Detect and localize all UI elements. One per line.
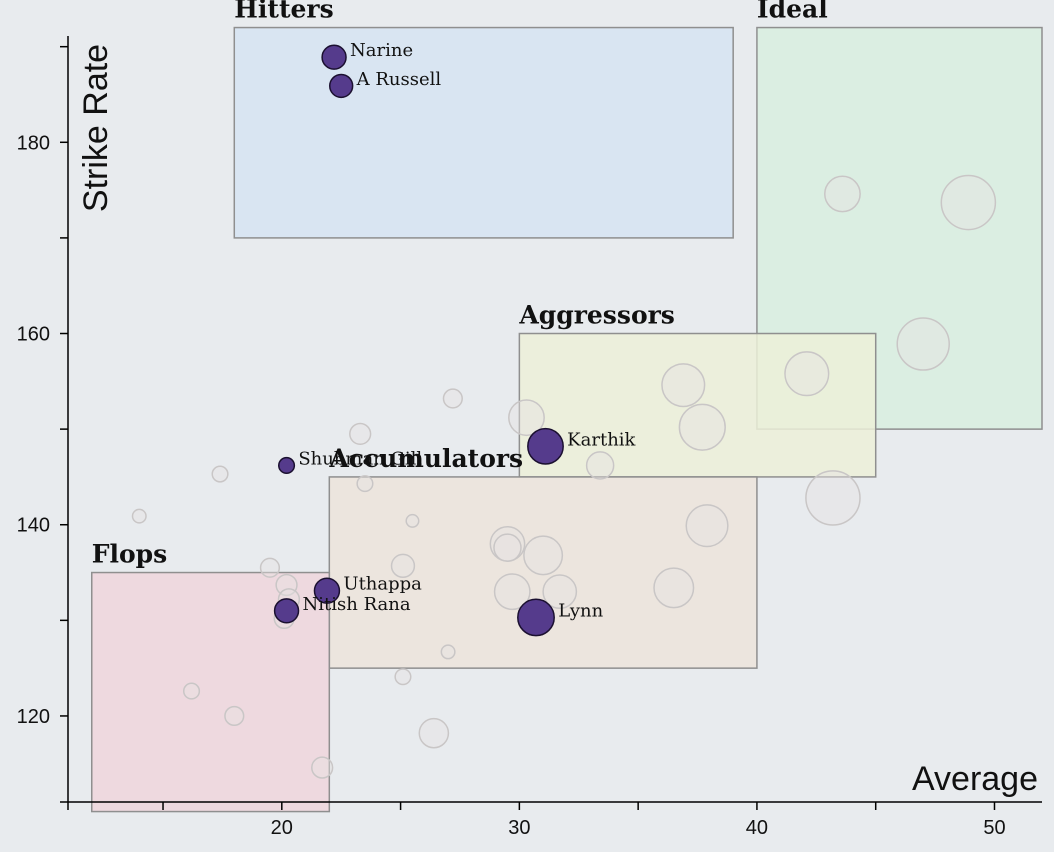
other-player-point — [349, 422, 372, 446]
other-player-point — [940, 174, 997, 231]
y-tick-label: 180 — [17, 132, 50, 154]
other-players-layer — [131, 174, 997, 779]
other-player-point — [440, 644, 456, 660]
other-player-point — [390, 553, 416, 579]
player-point-karthik — [527, 427, 564, 465]
axes-layer: 20 30 40 50 120 140 160 180 — [17, 36, 1042, 839]
other-player-point — [224, 705, 245, 727]
zone-label-flops: Flops — [92, 540, 167, 569]
player-label-narine: Narine — [350, 40, 413, 61]
highlighted-players-layer: Narine A Russell Karthik Shubman Gill Uthapp… — [273, 40, 637, 637]
other-player-point — [418, 717, 450, 749]
player-point-a-russell — [329, 73, 354, 99]
other-player-point — [356, 475, 374, 493]
other-player-point — [131, 508, 147, 524]
other-player-point — [685, 504, 729, 548]
other-player-point — [442, 388, 463, 409]
other-player-point — [523, 535, 564, 576]
player-label-shubman-gill: Shubman Gill — [298, 448, 422, 469]
other-player-point — [275, 573, 298, 597]
other-player-point — [805, 470, 861, 526]
other-player-point — [824, 175, 861, 213]
player-point-nitish-rana — [273, 598, 300, 624]
other-player-point — [784, 351, 830, 397]
x-axis-title: Average — [912, 760, 1038, 798]
player-label-a-russell: A Russell — [356, 69, 442, 90]
y-tick-label: 160 — [17, 324, 50, 346]
other-player-point — [259, 557, 281, 578]
x-tick-label: 20 — [271, 817, 293, 839]
x-tick-label: 30 — [508, 817, 530, 839]
player-point-shubman-gill — [278, 456, 296, 475]
player-label-uthappa: Uthappa — [343, 574, 422, 595]
other-player-point — [896, 317, 950, 371]
y-tick-label: 140 — [17, 515, 50, 537]
zone-labels-layer: Hitters Ideal Aggressors Accumulators Flops — [92, 0, 828, 569]
zone-hitters — [233, 26, 734, 239]
other-player-point — [311, 756, 334, 779]
zone-label-accumulators: Accumulators — [328, 444, 523, 473]
player-point-narine — [321, 44, 347, 70]
player-point-lynn — [517, 598, 555, 637]
zone-label-aggressors: Aggressors — [518, 301, 675, 330]
other-player-point — [678, 403, 726, 451]
other-player-point — [493, 533, 522, 562]
player-label-karthik: Karthik — [567, 429, 636, 450]
other-player-point — [405, 513, 420, 528]
zone-label-hitters: Hitters — [234, 0, 333, 24]
other-player-point — [661, 363, 706, 408]
other-player-point — [542, 574, 578, 610]
y-axis-title: Strike Rate — [77, 44, 115, 212]
zone-label-ideal: Ideal — [757, 0, 828, 24]
other-player-point — [653, 567, 695, 609]
player-label-nitish-rana: Nitish Rana — [303, 594, 411, 615]
y-tick-label: 120 — [17, 706, 50, 728]
other-player-point — [493, 573, 531, 611]
other-player-point — [394, 668, 412, 686]
player-point-uthappa — [313, 577, 341, 604]
player-label-lynn: Lynn — [558, 600, 603, 621]
other-player-point — [585, 451, 615, 480]
other-player-point — [182, 682, 201, 700]
other-player-point — [508, 399, 545, 437]
zones-layer — [91, 26, 1043, 813]
other-player-point — [211, 465, 229, 483]
x-tick-label: 40 — [746, 817, 768, 839]
x-tick-label: 50 — [983, 817, 1005, 839]
